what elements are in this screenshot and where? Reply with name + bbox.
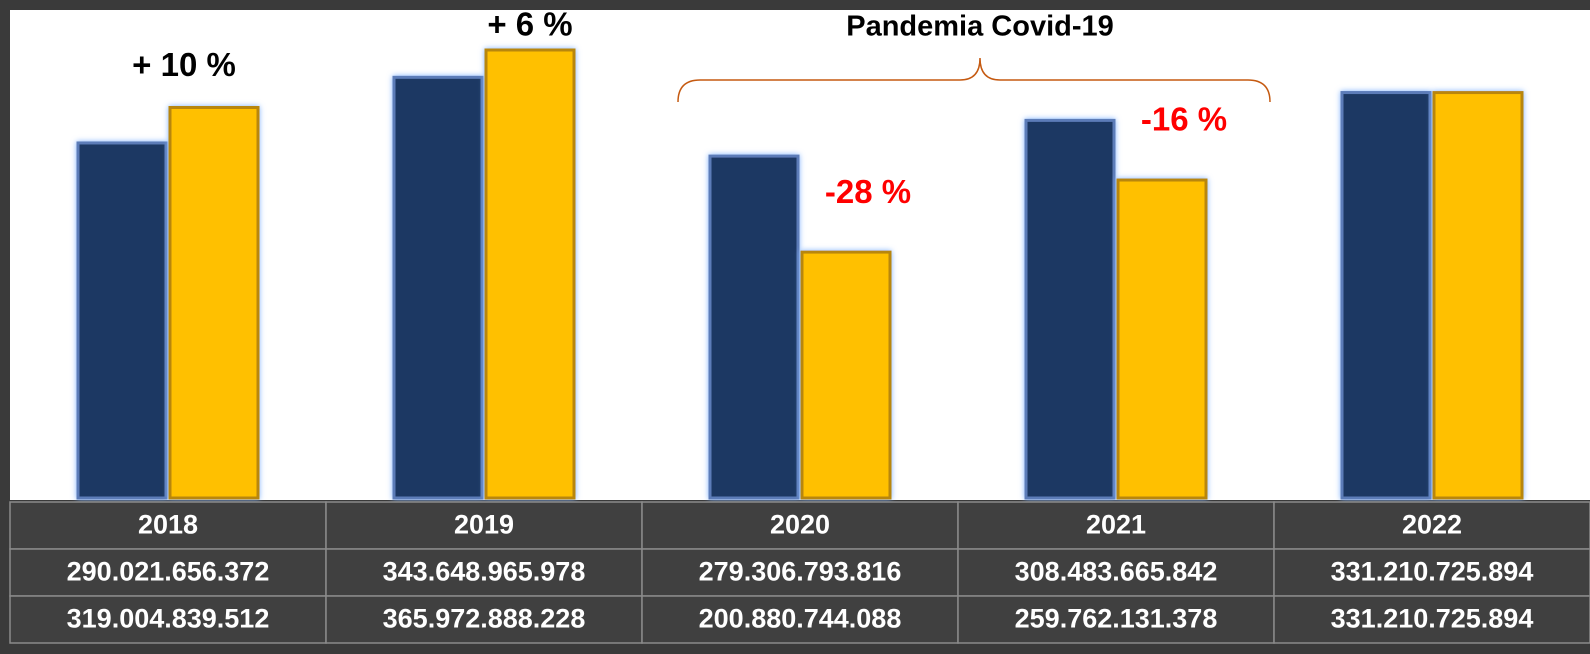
annotation: -28 % xyxy=(825,173,911,210)
bar xyxy=(1116,178,1208,500)
bar xyxy=(1024,118,1116,500)
table-cell xyxy=(641,595,959,644)
annotation: -16 % xyxy=(1141,101,1227,138)
table-cell xyxy=(1273,501,1590,550)
column-header: 2020 xyxy=(770,510,830,540)
bracket-label: Pandemia Covid-19 xyxy=(846,11,1114,43)
table-cell xyxy=(1273,595,1590,644)
value-label: 279.306.793.816 xyxy=(699,557,902,587)
value-label: 308.483.665.842 xyxy=(1015,557,1218,587)
table-cell xyxy=(641,501,959,550)
table-cell xyxy=(9,548,327,597)
bar xyxy=(484,48,576,500)
column-header: 2021 xyxy=(1086,510,1146,540)
table-cell xyxy=(957,501,1275,550)
bar xyxy=(76,141,168,500)
value-label: 331.210.725.894 xyxy=(1331,557,1534,587)
table-cell xyxy=(9,595,327,644)
table-cell xyxy=(325,501,643,550)
annotation: + 10 % xyxy=(132,46,236,83)
value-label: 343.648.965.978 xyxy=(383,557,586,587)
value-label: 259.762.131.378 xyxy=(1015,604,1218,634)
bar xyxy=(1340,91,1432,500)
bar xyxy=(800,250,892,500)
value-label: 319.004.839.512 xyxy=(67,604,270,634)
bar xyxy=(708,154,800,500)
column-header: 2022 xyxy=(1402,510,1462,540)
plot-area xyxy=(10,10,1590,500)
value-label: 290.021.656.372 xyxy=(67,557,270,587)
value-label: 365.972.888.228 xyxy=(383,604,586,634)
bar xyxy=(392,75,484,500)
column-header: 2018 xyxy=(138,510,198,540)
value-label: 200.880.744.088 xyxy=(699,604,902,634)
bar xyxy=(1432,91,1524,500)
table-cell xyxy=(957,595,1275,644)
bar xyxy=(168,105,260,500)
column-header: 2019 xyxy=(454,510,514,540)
annotation: + 6 % xyxy=(487,6,572,43)
bracket xyxy=(677,57,1271,103)
table-cell xyxy=(641,548,959,597)
value-label: 331.210.725.894 xyxy=(1331,604,1534,634)
table-cell xyxy=(325,548,643,597)
